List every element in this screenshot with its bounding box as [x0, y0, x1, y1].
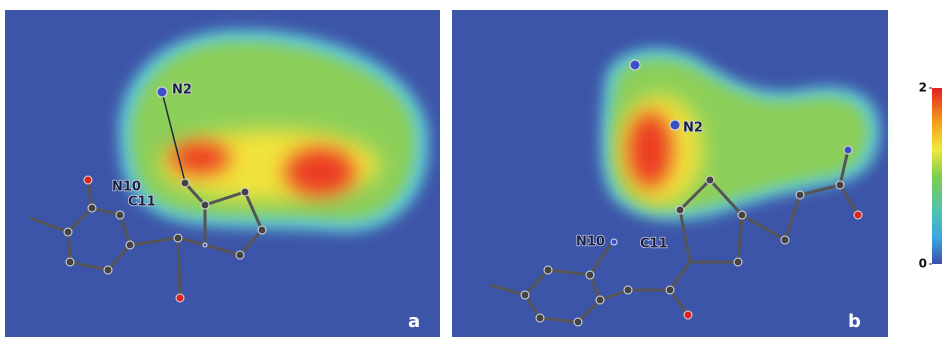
colorbar-tick-label: 0 — [919, 257, 927, 271]
atom-label: N10 — [576, 235, 605, 250]
panel-letter: b — [848, 311, 861, 332]
atom-label: N2 — [683, 121, 703, 136]
figure: N2 N10 C11 a N2 N10 C11 b — [0, 0, 943, 343]
atom-label: C11 — [128, 195, 156, 210]
atom-label: N10 — [112, 180, 141, 195]
colorbar-gradient — [932, 88, 942, 264]
panel-a: N2 N10 C11 a — [5, 10, 440, 337]
density-red — [285, 148, 355, 196]
colorbar-tick-label: 2 — [919, 81, 927, 95]
panel-b: N2 N10 C11 b — [452, 10, 888, 337]
density-red — [628, 112, 672, 188]
colorbar: 02 — [919, 81, 942, 271]
atom-label: N2 — [172, 83, 192, 98]
panel-letter: a — [408, 311, 420, 332]
atom-label: C11 — [640, 237, 668, 252]
